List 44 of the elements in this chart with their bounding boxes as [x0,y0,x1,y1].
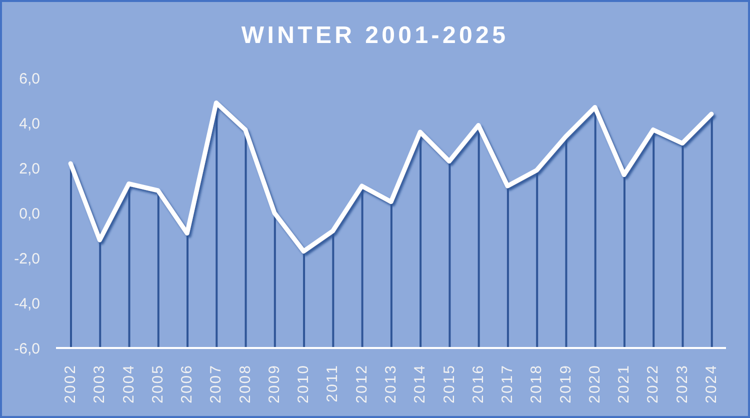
x-tick-label: 2006 [178,364,196,404]
bar [303,251,306,348]
bar [623,174,626,348]
bar [390,202,392,348]
x-tick-label: 2005 [149,364,166,404]
x-tick-label: 2015 [440,364,458,404]
x-tick-label: 2024 [702,364,720,404]
bar [710,114,713,348]
x-tick-label: 2004 [120,364,138,404]
chart-title: WINTER 2001-2025 [240,22,510,50]
x-tick-label: 2010 [295,364,312,404]
bar [565,136,568,348]
y-tick-label: 6,0 [19,70,40,88]
x-tick-label: 2020 [586,364,604,404]
x-tick-label: 2021 [616,364,633,404]
x-tick-label: 2012 [353,364,370,404]
y-tick-label: 0,0 [19,205,40,222]
x-tick-label: 2023 [674,364,691,404]
bar [536,170,538,348]
bar [186,233,189,348]
x-tick-label: 2011 [324,364,342,402]
y-tick-label: 4,0 [19,115,40,132]
x-tick-label: 2008 [236,364,254,404]
y-tick-label: -4,0 [14,295,40,312]
x-tick-label: 2019 [557,364,574,404]
bar [332,231,334,348]
y-tick-label: 2,0 [19,160,40,178]
line-series [68,100,714,254]
x-tick-label: 2017 [499,364,516,404]
x-tick-label: 2013 [382,364,400,404]
bar [448,161,451,348]
x-tick-label: 2003 [91,364,108,404]
x-tick-label: 2022 [644,364,662,404]
y-tick-label: -6,0 [14,340,40,358]
x-tick-label: 2002 [62,364,80,404]
y-tick-label: -2,0 [14,250,40,268]
x-tick-label: 2018 [528,364,546,404]
x-tick-label: 2007 [208,364,225,404]
x-tick-label: 2016 [470,364,487,404]
x-tick-label: 2009 [266,364,283,404]
x-tick-label: 2014 [412,364,429,404]
bar [682,143,684,348]
bar [506,186,509,348]
bar [99,240,102,348]
